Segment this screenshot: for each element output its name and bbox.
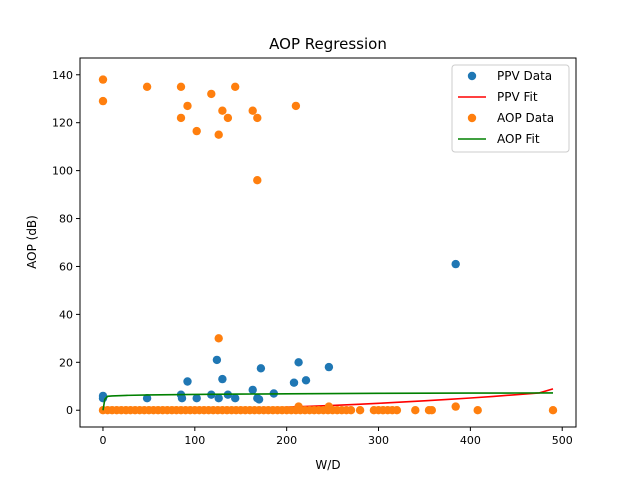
aop-data-point: [355, 406, 365, 415]
aop-data-point: [231, 82, 240, 92]
y-tick-label: 120: [52, 117, 73, 130]
y-tick-label: 20: [59, 356, 73, 369]
x-tick-label: 300: [368, 434, 389, 447]
legend-label-ppv-fit: PPV Fit: [497, 90, 538, 104]
x-tick-label: 0: [99, 434, 106, 447]
ppv-data-point: [214, 394, 223, 403]
legend-swatch-ppv-data: [467, 71, 477, 81]
ppv-data-point: [324, 362, 334, 372]
x-axis-label: W/D: [315, 458, 340, 472]
aop-data-point: [192, 126, 201, 136]
y-tick-label: 40: [59, 308, 73, 321]
aop-data-point: [294, 402, 303, 411]
x-tick-label: 200: [276, 434, 297, 447]
aop-data-point: [291, 101, 301, 111]
aop-data-point: [176, 82, 186, 92]
y-axis: 0 20 40 60 80 100 120 140: [52, 69, 80, 417]
aop-data-point: [392, 406, 402, 415]
aop-data-point: [98, 96, 108, 106]
ppv-data-point: [254, 395, 264, 404]
aop-data-point: [451, 402, 460, 411]
aop-data-point: [223, 113, 233, 123]
x-tick-label: 500: [552, 434, 573, 447]
legend-frame: [451, 64, 570, 153]
y-tick-label: 0: [66, 404, 73, 417]
aop-data-point: [183, 101, 192, 111]
aop-data-point: [548, 406, 558, 415]
series-layer: [98, 75, 558, 415]
legend-label-aop-data: AOP Data: [497, 111, 554, 125]
ppv-data-point: [451, 259, 460, 269]
aop-data-point: [142, 82, 152, 92]
ppv-data-point: [183, 377, 192, 386]
aop-data-point: [248, 106, 257, 115]
x-axis: 0 100 200 300 400 500: [99, 427, 573, 447]
aop-data-point: [427, 406, 436, 415]
ppv-data-point: [289, 378, 299, 387]
aop-data-point: [218, 106, 227, 115]
ppv-data-point: [248, 385, 257, 395]
aop-data-point: [176, 113, 186, 123]
y-axis-label: AOP (dB): [25, 215, 39, 269]
aop-data-point: [253, 113, 262, 123]
y-tick-label: 140: [52, 69, 73, 82]
aop-fit-line: [102, 392, 554, 411]
ppv-data-point: [294, 358, 303, 367]
ppv-data-point: [192, 394, 201, 403]
y-tick-label: 80: [59, 213, 73, 226]
aop-data-point: [324, 402, 334, 411]
ppv-data-point: [212, 355, 222, 365]
legend-label-aop-fit: AOP Fit: [497, 132, 540, 146]
x-tick-label: 400: [460, 434, 481, 447]
ppv-data-point: [177, 394, 187, 403]
aop-data-point: [253, 176, 262, 185]
ppv-data-point: [218, 374, 227, 384]
legend-label-ppv-data: PPV Data: [497, 69, 552, 83]
ppv-data-point: [142, 394, 152, 403]
ppv-data-point: [301, 376, 311, 385]
x-tick-label: 100: [184, 434, 205, 447]
ppv-data-point: [256, 364, 266, 373]
aop-data-point: [214, 334, 223, 343]
plot-frame: [79, 57, 577, 428]
y-tick-label: 100: [52, 165, 73, 178]
aop-data-point: [214, 130, 223, 139]
chart-title: AOP Regression: [269, 35, 387, 53]
legend: PPV Data PPV Fit AOP Data AOP Fit: [451, 64, 570, 153]
y-tick-label: 60: [59, 260, 73, 273]
aop-data-point: [411, 406, 420, 415]
aop-data-point: [473, 406, 482, 415]
ppv-data-point: [231, 394, 240, 403]
legend-swatch-aop-data: [467, 113, 477, 123]
aop-data-point: [207, 89, 216, 99]
aop-data-point: [98, 75, 108, 84]
aop-data-point: [346, 406, 356, 415]
